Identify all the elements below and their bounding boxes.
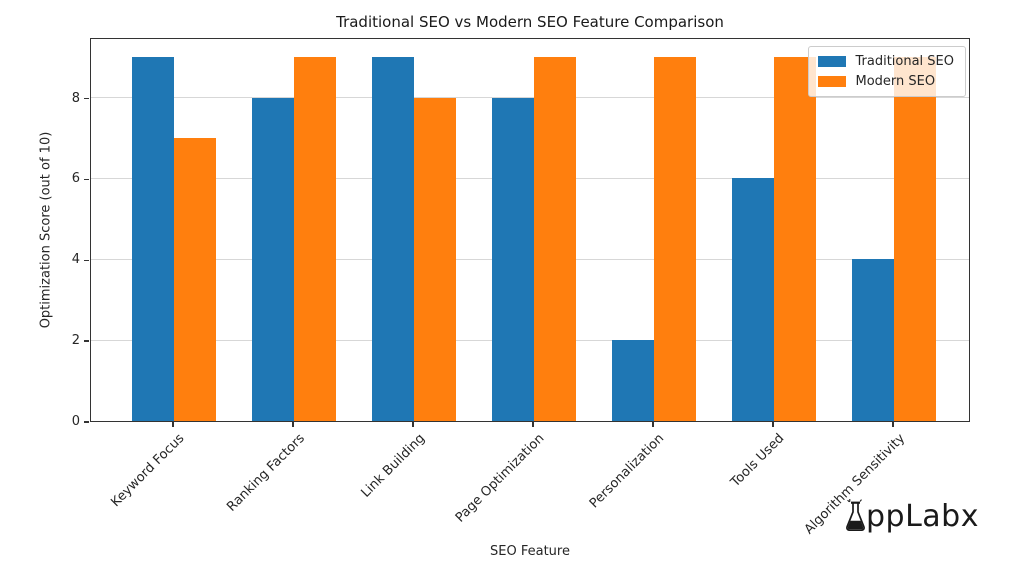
- x-tick-label-ranking-factors: Ranking Factors: [223, 431, 308, 515]
- x-tick-mark-ranking-factors: [292, 422, 294, 427]
- brand-text: ppLabx: [866, 499, 979, 534]
- x-tick-mark-page-optimization: [532, 422, 534, 427]
- bar-modern-seo-tools-used: [774, 57, 816, 421]
- bar-traditional-seo-keyword-focus: [132, 57, 174, 421]
- x-tick-label-keyword-focus: Keyword Focus: [108, 431, 188, 511]
- y-tick-label-0: 0: [71, 414, 80, 429]
- legend-swatch-modern-seo: [818, 76, 847, 87]
- y-tick-mark-4: [84, 259, 89, 262]
- legend-label-traditional-seo: Traditional SEO: [855, 54, 954, 69]
- x-tick-label-tools-used: Tools Used: [728, 431, 788, 491]
- y-tick-mark-8: [84, 97, 89, 100]
- bar-modern-seo-algorithm-sensitivity: [894, 57, 936, 421]
- bar-modern-seo-personalization: [654, 57, 696, 421]
- legend-label-modern-seo: Modern SEO: [855, 74, 936, 89]
- bar-traditional-seo-link-building: [372, 57, 414, 421]
- bar-traditional-seo-algorithm-sensitivity: [852, 259, 894, 421]
- plot-area: Traditional SEO Modern SEO: [90, 38, 970, 422]
- x-axis-label: SEO Feature: [490, 544, 570, 559]
- x-tick-mark-keyword-focus: [172, 422, 174, 427]
- y-tick-label-2: 2: [71, 333, 80, 349]
- applabx-logo: ppLabx: [843, 499, 979, 532]
- flask-icon: [843, 499, 868, 532]
- x-tick-label-personalization: Personalization: [587, 431, 668, 512]
- legend-item-traditional-seo: Traditional SEO: [818, 55, 954, 68]
- x-tick-mark-tools-used: [772, 422, 774, 427]
- bar-modern-seo-link-building: [414, 97, 456, 421]
- y-tick-mark-0: [84, 421, 89, 423]
- bar-modern-seo-page-optimization: [534, 57, 576, 421]
- x-tick-label-link-building: Link Building: [357, 431, 428, 501]
- y-tick-mark-2: [84, 340, 89, 342]
- bar-modern-seo-keyword-focus: [174, 138, 216, 421]
- x-tick-mark-link-building: [412, 422, 414, 427]
- chart-title: Traditional SEO vs Modern SEO Feature Co…: [336, 13, 724, 31]
- y-tick-label-6: 6: [71, 171, 80, 187]
- bar-traditional-seo-ranking-factors: [252, 97, 294, 421]
- bar-traditional-seo-page-optimization: [492, 97, 534, 421]
- x-tick-mark-algorithm-sensitivity: [892, 422, 894, 427]
- bar-traditional-seo-tools-used: [732, 178, 774, 421]
- y-tick-label-4: 4: [71, 252, 80, 268]
- bar-traditional-seo-personalization: [612, 340, 654, 421]
- x-tick-mark-personalization: [652, 422, 654, 427]
- legend-item-modern-seo: Modern SEO: [818, 75, 954, 88]
- y-axis-label: Optimization Score (out of 10): [38, 131, 54, 329]
- legend: Traditional SEO Modern SEO: [808, 46, 966, 97]
- legend-swatch-traditional-seo: [818, 56, 847, 67]
- bar-modern-seo-ranking-factors: [294, 57, 336, 421]
- y-tick-mark-6: [84, 178, 89, 181]
- y-tick-label-8: 8: [71, 90, 80, 106]
- x-tick-label-page-optimization: Page Optimization: [453, 431, 548, 526]
